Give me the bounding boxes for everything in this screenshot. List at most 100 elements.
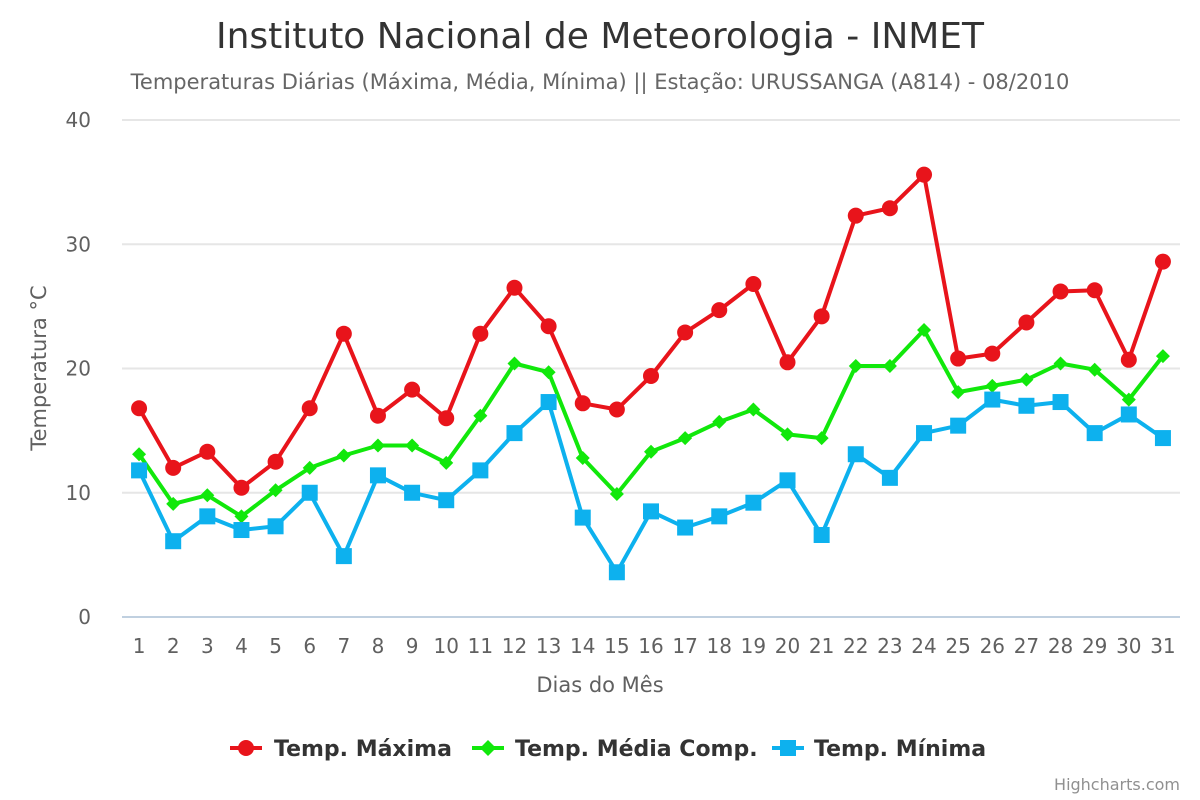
data-point[interactable] — [301, 484, 318, 501]
data-point[interactable] — [234, 509, 249, 524]
data-point[interactable] — [301, 400, 318, 417]
data-point[interactable] — [199, 508, 216, 525]
data-point[interactable] — [540, 394, 557, 411]
data-point[interactable] — [712, 414, 727, 429]
data-point[interactable] — [951, 385, 966, 400]
legend-item-min[interactable]: Temp. Mínima — [772, 737, 986, 762]
data-point[interactable] — [404, 381, 421, 398]
data-point[interactable] — [745, 276, 762, 293]
data-point[interactable] — [950, 417, 967, 434]
data-point[interactable] — [506, 425, 523, 442]
data-point[interactable] — [1086, 282, 1103, 299]
data-point[interactable] — [1120, 406, 1137, 423]
data-point[interactable] — [131, 400, 148, 417]
data-point[interactable] — [1053, 356, 1068, 371]
data-point[interactable] — [847, 207, 864, 224]
data-point[interactable] — [1052, 394, 1069, 411]
data-point[interactable] — [813, 526, 830, 543]
data-point[interactable] — [335, 548, 352, 565]
data-point[interactable] — [608, 401, 625, 418]
data-point[interactable] — [881, 200, 898, 217]
data-point[interactable] — [1018, 397, 1035, 414]
data-point[interactable] — [644, 444, 658, 459]
data-point[interactable] — [746, 402, 761, 417]
data-point[interactable] — [369, 467, 386, 484]
data-point[interactable] — [370, 438, 385, 453]
data-point[interactable] — [541, 365, 556, 380]
data-point[interactable] — [1154, 253, 1171, 270]
chart-title: Instituto Nacional de Meteorologia - INM… — [216, 16, 985, 57]
data-point[interactable] — [847, 446, 864, 463]
data-point[interactable] — [1120, 351, 1137, 368]
data-point[interactable] — [984, 345, 1001, 362]
data-point[interactable] — [780, 427, 795, 442]
data-point[interactable] — [405, 438, 420, 453]
data-point[interactable] — [950, 350, 967, 367]
data-point[interactable] — [336, 448, 351, 463]
data-point[interactable] — [1052, 283, 1069, 300]
data-point[interactable] — [369, 407, 386, 424]
data-point[interactable] — [1019, 372, 1034, 387]
data-point[interactable] — [574, 509, 591, 526]
data-point[interactable] — [267, 518, 284, 535]
data-point[interactable] — [779, 354, 796, 371]
data-point[interactable] — [1154, 430, 1171, 447]
data-point[interactable] — [540, 318, 557, 335]
legend-item-mean[interactable]: Temp. Média Comp. — [472, 737, 758, 762]
data-point[interactable] — [472, 325, 489, 342]
data-point[interactable] — [268, 483, 283, 498]
data-point[interactable] — [984, 391, 1001, 408]
data-point[interactable] — [1087, 362, 1102, 377]
data-point[interactable] — [814, 431, 829, 446]
data-point[interactable] — [574, 395, 591, 412]
data-point[interactable] — [677, 324, 694, 341]
data-point[interactable] — [678, 431, 693, 446]
data-point[interactable] — [131, 462, 148, 479]
data-point[interactable] — [439, 455, 454, 470]
data-point[interactable] — [165, 533, 182, 550]
data-point[interactable] — [881, 469, 898, 486]
data-point[interactable] — [132, 447, 147, 462]
data-point[interactable] — [609, 486, 624, 501]
data-point[interactable] — [302, 460, 317, 475]
data-point[interactable] — [165, 459, 182, 476]
data-point[interactable] — [848, 359, 863, 374]
legend-item-max[interactable]: Temp. Máxima — [230, 737, 452, 762]
data-point[interactable] — [472, 462, 489, 479]
data-point[interactable] — [608, 564, 625, 581]
data-point[interactable] — [233, 479, 250, 496]
data-point[interactable] — [166, 496, 181, 511]
data-point[interactable] — [1086, 425, 1103, 442]
data-point[interactable] — [643, 367, 659, 384]
data-point[interactable] — [711, 302, 728, 319]
data-point[interactable] — [507, 356, 522, 371]
data-point[interactable] — [745, 494, 762, 511]
data-point[interactable] — [335, 325, 352, 342]
credits-link[interactable]: Highcharts.com — [1054, 775, 1180, 794]
data-point[interactable] — [404, 484, 421, 501]
data-point[interactable] — [813, 308, 830, 325]
data-point[interactable] — [1155, 349, 1170, 364]
y-tick-label: 30 — [66, 232, 91, 256]
data-point[interactable] — [438, 492, 455, 509]
data-point[interactable] — [473, 408, 488, 423]
data-point[interactable] — [917, 322, 932, 337]
data-point[interactable] — [882, 359, 897, 374]
data-point[interactable] — [575, 450, 590, 465]
data-point[interactable] — [1121, 392, 1136, 407]
data-point[interactable] — [779, 472, 796, 489]
data-point[interactable] — [677, 519, 694, 536]
data-point[interactable] — [916, 166, 933, 183]
data-point[interactable] — [200, 488, 215, 503]
data-point[interactable] — [643, 503, 659, 520]
data-point[interactable] — [916, 425, 933, 442]
data-point[interactable] — [506, 279, 523, 296]
y-tick-label: 10 — [66, 481, 91, 505]
data-point[interactable] — [1018, 314, 1035, 331]
data-point[interactable] — [438, 410, 455, 427]
data-point[interactable] — [985, 378, 1000, 393]
data-point[interactable] — [267, 453, 284, 470]
data-point[interactable] — [199, 443, 216, 460]
data-point[interactable] — [233, 522, 250, 539]
data-point[interactable] — [711, 508, 728, 525]
